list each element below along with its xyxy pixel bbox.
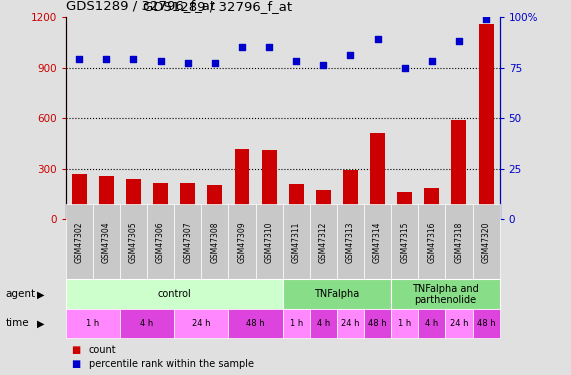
Text: GSM47315: GSM47315: [400, 221, 409, 262]
Text: 1 h: 1 h: [86, 319, 99, 328]
Text: 24 h: 24 h: [341, 319, 360, 328]
Text: GSM47314: GSM47314: [373, 221, 382, 262]
Point: [102, 56, 111, 62]
Text: 24 h: 24 h: [450, 319, 468, 328]
Text: GSM47305: GSM47305: [129, 221, 138, 262]
Text: 48 h: 48 h: [368, 319, 387, 328]
Text: GSM47308: GSM47308: [210, 221, 219, 262]
Text: percentile rank within the sample: percentile rank within the sample: [89, 359, 254, 369]
Point: [75, 56, 84, 62]
Bar: [424, 188, 439, 219]
Text: GSM47310: GSM47310: [264, 221, 274, 262]
Bar: [235, 149, 250, 219]
Text: TNFalpha and
parthenolide: TNFalpha and parthenolide: [412, 284, 478, 305]
Text: ■: ■: [71, 359, 81, 369]
Text: GSM47306: GSM47306: [156, 221, 165, 262]
Text: GDS1289 / 32796_f_at: GDS1289 / 32796_f_at: [143, 0, 292, 13]
Text: GSM47320: GSM47320: [481, 221, 490, 262]
Bar: [370, 134, 385, 219]
Text: 24 h: 24 h: [192, 319, 211, 328]
Point: [129, 56, 138, 62]
Text: GSM47312: GSM47312: [319, 221, 328, 262]
Text: GSM47307: GSM47307: [183, 221, 192, 262]
Point: [400, 64, 409, 70]
Bar: [180, 183, 195, 219]
Text: TNFalpha: TNFalpha: [314, 290, 360, 299]
Text: 4 h: 4 h: [425, 319, 439, 328]
Bar: [343, 170, 358, 219]
Text: ▶: ▶: [37, 318, 45, 328]
Point: [156, 58, 165, 64]
Text: time: time: [6, 318, 29, 328]
Text: 1 h: 1 h: [398, 319, 411, 328]
Point: [238, 44, 247, 50]
Bar: [262, 150, 276, 219]
Bar: [99, 176, 114, 219]
Bar: [397, 192, 412, 219]
Point: [292, 58, 301, 64]
Point: [455, 38, 464, 44]
Point: [427, 58, 436, 64]
Text: GSM47304: GSM47304: [102, 221, 111, 262]
Text: 48 h: 48 h: [246, 319, 265, 328]
Text: agent: agent: [6, 290, 36, 299]
Text: GSM47311: GSM47311: [292, 221, 301, 262]
Text: 4 h: 4 h: [140, 319, 154, 328]
Text: GSM47313: GSM47313: [346, 221, 355, 262]
Point: [481, 16, 490, 22]
Text: GDS1289 / 32796_f_at: GDS1289 / 32796_f_at: [66, 0, 215, 12]
Bar: [478, 24, 493, 219]
Point: [183, 60, 192, 66]
Bar: [316, 190, 331, 219]
Text: GSM47309: GSM47309: [238, 221, 247, 262]
Point: [210, 60, 219, 66]
Bar: [452, 120, 467, 219]
Point: [264, 44, 274, 50]
Bar: [289, 184, 304, 219]
Point: [319, 63, 328, 69]
Text: 48 h: 48 h: [477, 319, 496, 328]
Bar: [126, 179, 141, 219]
Point: [373, 36, 382, 42]
Text: GSM47316: GSM47316: [427, 221, 436, 262]
Text: GSM47318: GSM47318: [455, 221, 464, 262]
Text: GSM47302: GSM47302: [75, 221, 84, 262]
Bar: [207, 185, 222, 219]
Text: count: count: [89, 345, 116, 355]
Point: [346, 53, 355, 58]
Bar: [72, 174, 87, 219]
Text: 4 h: 4 h: [317, 319, 330, 328]
Text: ■: ■: [71, 345, 81, 355]
Text: 1 h: 1 h: [289, 319, 303, 328]
Text: control: control: [157, 290, 191, 299]
Bar: [153, 183, 168, 219]
Text: ▶: ▶: [37, 290, 45, 299]
